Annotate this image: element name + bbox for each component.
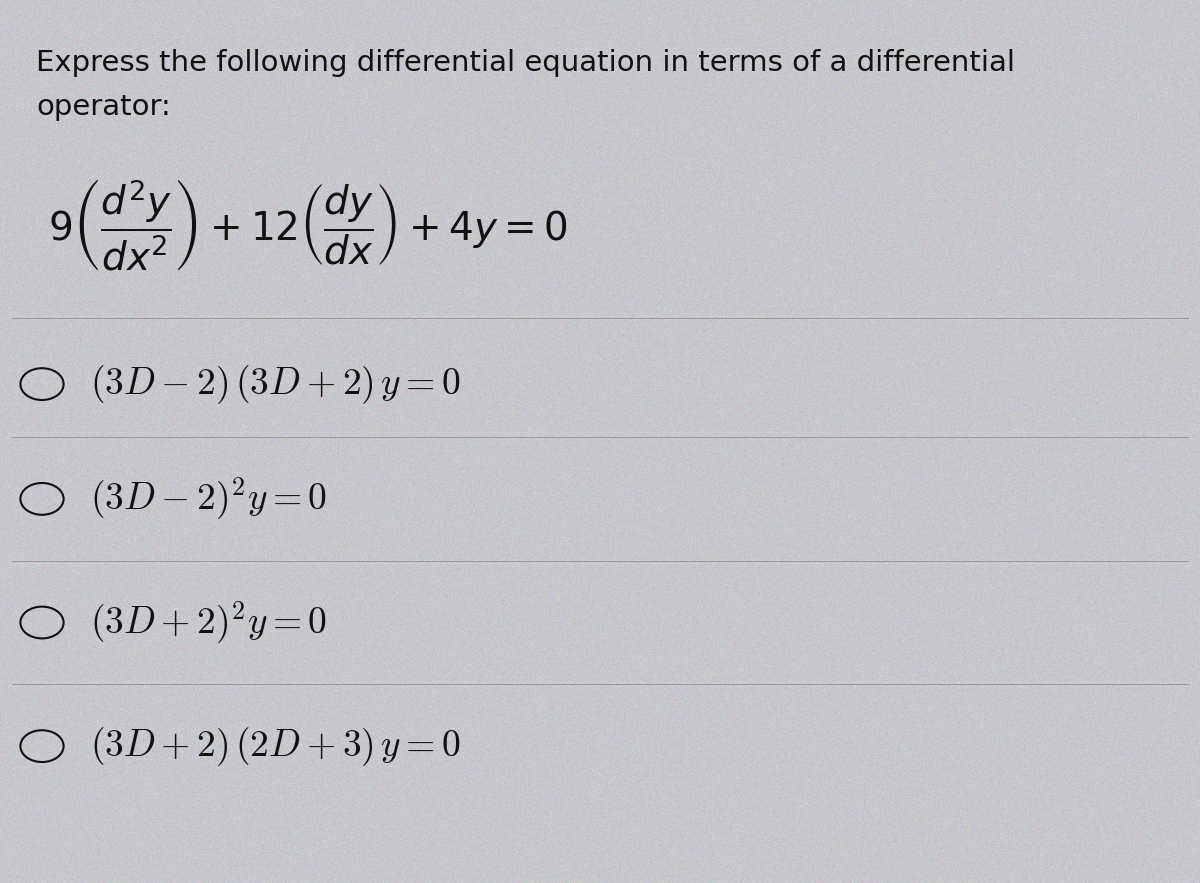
Text: Express the following differential equation in terms of a differential: Express the following differential equat… bbox=[36, 49, 1015, 77]
Text: $(3D-2)\,(3D+2)\,y=0$: $(3D-2)\,(3D+2)\,y=0$ bbox=[90, 363, 461, 405]
Text: $(3D-2)^2 y=0$: $(3D-2)^2 y=0$ bbox=[90, 476, 328, 522]
Text: $(3D+2)\,(2D+3)\,y=0$: $(3D+2)\,(2D+3)\,y=0$ bbox=[90, 725, 461, 767]
Text: operator:: operator: bbox=[36, 93, 170, 121]
Text: $9\left(\dfrac{d^2y}{dx^2}\right) + 12\left(\dfrac{dy}{dx}\right) + 4y = 0$: $9\left(\dfrac{d^2y}{dx^2}\right) + 12\l… bbox=[48, 177, 568, 273]
Text: $(3D+2)^2 y=0$: $(3D+2)^2 y=0$ bbox=[90, 600, 328, 645]
